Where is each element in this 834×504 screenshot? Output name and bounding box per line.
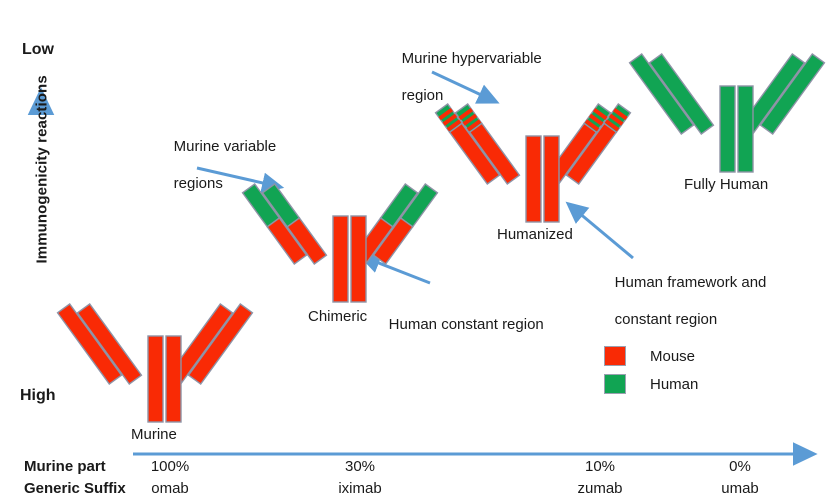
legend-item-human: Human: [604, 370, 698, 398]
antibody-fully-human: Fully Human: [628, 28, 826, 193]
legend-item-mouse: Mouse: [604, 342, 698, 370]
row-header-generic-suffix: Generic Suffix: [24, 480, 126, 497]
annotation-human-constant-region: Human constant region: [372, 297, 544, 353]
legend-label-mouse: Mouse: [650, 347, 696, 365]
cell-generic-suffix-2: zumab: [577, 480, 623, 497]
antibody-label-fully-human: Fully Human: [684, 176, 769, 193]
cell-murine-part-1: 30%: [344, 458, 376, 475]
y-axis-bottom-label: High: [20, 387, 56, 404]
antibody-label-humanized: Humanized: [497, 226, 573, 243]
antibody-chimeric: Chimeric: [241, 158, 439, 325]
cell-generic-suffix-1: iximab: [338, 480, 382, 497]
table-row-murine-part: Murine part 100% 30% 10% 0%: [0, 458, 834, 480]
antibody-label-murine: Murine: [131, 426, 177, 443]
cell-generic-suffix-0: omab: [151, 480, 189, 497]
antibody-murine: Murine: [56, 278, 254, 443]
cell-murine-part-3: 0%: [729, 458, 751, 475]
cell-generic-suffix-3: umab: [721, 480, 759, 497]
legend-swatch-human: [604, 374, 626, 394]
legend-swatch-mouse: [604, 346, 626, 366]
annotation-murine-variable-regions: Murine variable regions: [157, 119, 277, 213]
y-axis-top-label: Low: [22, 41, 54, 58]
cell-murine-part-2: 10%: [584, 458, 616, 475]
annotation-murine-hypervariable-region: Murine hypervariable region: [385, 31, 542, 125]
annotation-line-2: constant region: [614, 311, 718, 329]
table-row-generic-suffix: Generic Suffix omab iximab zumab umab: [0, 480, 834, 502]
legend-label-human: Human: [650, 375, 699, 393]
antibody-humanized: Humanized: [434, 78, 632, 243]
annotation-line-1: Human constant region: [388, 315, 544, 333]
bottom-table: Murine part 100% 30% 10% 0% Generic Suff…: [0, 458, 834, 502]
annotation-human-framework-constant-region: Human framework and constant region: [598, 255, 767, 349]
annotation-line-1: Human framework and: [614, 273, 767, 291]
antibody-label-chimeric: Chimeric: [308, 308, 368, 325]
cell-murine-part-0: 100%: [150, 458, 190, 475]
y-axis-label: Immunogenicity reactions: [33, 75, 51, 264]
row-header-murine-part: Murine part: [24, 458, 106, 475]
annotation-line-2: regions: [173, 175, 223, 193]
annotation-line-2: region: [401, 87, 444, 105]
annotation-line-1: Murine hypervariable: [401, 49, 542, 67]
annotation-line-1: Murine variable: [173, 137, 277, 155]
legend: Mouse Human: [604, 342, 698, 398]
